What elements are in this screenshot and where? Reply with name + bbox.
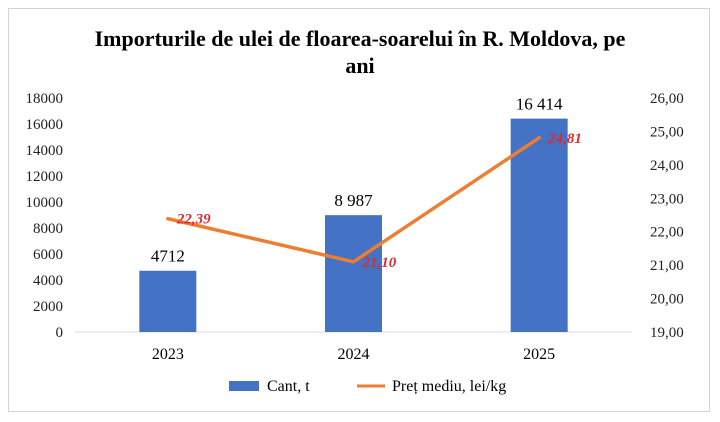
chart-frame [8,8,710,412]
bar [325,215,382,332]
left-tick-label: 6000 [33,247,63,263]
price-line [166,136,541,264]
line-data-label: 21,10 [362,255,397,271]
legend-bar-swatch [229,381,259,391]
bar-data-label: 4712 [151,247,185,266]
chart-title-line2: ani [345,53,374,78]
legend-line-label: Preț mediu, lei/kg [392,378,506,395]
category-label: 2024 [338,346,370,363]
right-tick-label: 19,00 [650,325,684,341]
left-tick-label: 18000 [26,91,64,107]
right-tick-label: 20,00 [650,292,684,308]
left-tick-label: 14000 [26,143,64,159]
left-tick-label: 16000 [26,117,64,133]
right-tick-label: 22,00 [650,225,684,241]
right-tick-label: 26,00 [650,91,684,107]
bar [510,118,568,332]
bar-labels: 4712 8 987 16 414 [151,95,563,266]
legend: Cant, t Preț mediu, lei/kg [229,378,506,395]
left-tick-label: 0 [56,325,64,341]
bar-series [139,118,568,332]
left-axis: 0 2000 4000 6000 8000 10000 12000 14000 16000 180… [26,91,64,341]
bar-data-label: 8 987 [334,191,373,210]
right-tick-label: 24,00 [650,158,684,174]
left-tick-label: 4000 [33,273,63,289]
left-tick-label: 8000 [33,221,63,237]
right-tick-label: 23,00 [650,191,684,207]
left-tick-label: 2000 [33,299,63,315]
line-series [166,136,541,264]
right-tick-label: 25,00 [650,124,684,140]
left-tick-label: 12000 [26,169,64,185]
category-label: 2025 [523,346,555,363]
line-data-label: 24,81 [547,131,582,147]
bar [139,270,197,332]
right-tick-label: 21,00 [650,258,684,274]
left-tick-label: 10000 [26,195,64,211]
right-axis: 19,00 20,00 21,00 22,00 23,00 24,00 25,00 26,00 [650,91,684,341]
chart-title: Importurile de ulei de floarea-soarelui … [95,26,626,51]
category-label: 2023 [152,346,184,363]
bar-data-label: 16 414 [516,95,563,114]
line-data-label: 22,39 [176,212,211,228]
legend-bar-label: Cant, t [267,378,310,395]
line-labels: 22,39 21,10 24,81 [176,131,582,271]
category-labels: 2023 2024 2025 [152,346,555,363]
